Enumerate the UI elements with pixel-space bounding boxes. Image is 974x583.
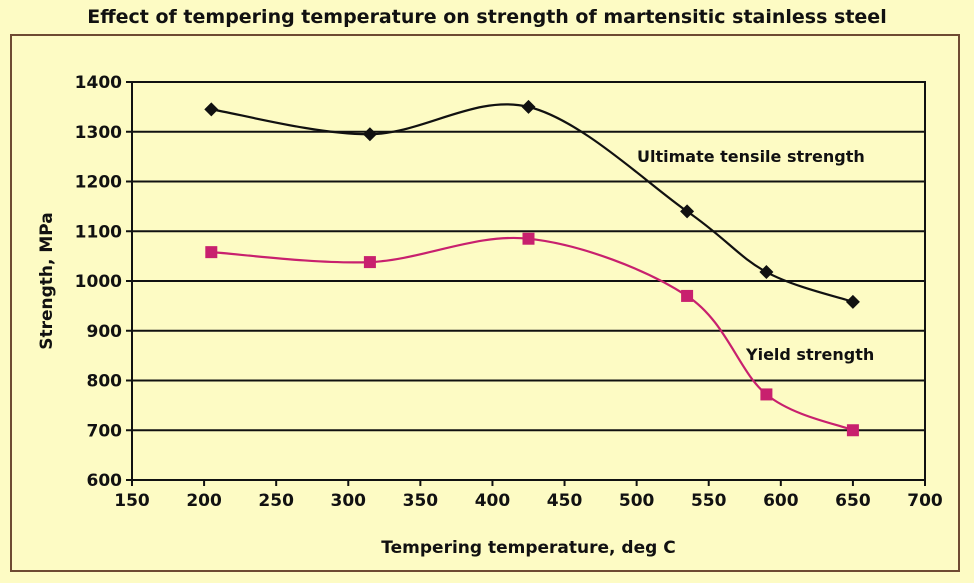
y-axis-title: Strength, MPa bbox=[37, 212, 57, 350]
point-ultimate-tensile-strength-650 bbox=[845, 294, 860, 309]
x-axis-title: Tempering temperature, deg C bbox=[381, 538, 675, 558]
y-tick-label-900: 900 bbox=[87, 322, 123, 342]
chart-frame bbox=[10, 34, 960, 572]
point-yield-strength-650 bbox=[846, 424, 859, 437]
x-tick-label-700: 700 bbox=[907, 491, 943, 511]
y-tick-label-1400: 1400 bbox=[75, 73, 122, 93]
x-tick-label-200: 200 bbox=[186, 491, 222, 511]
y-tick-label-1100: 1100 bbox=[75, 222, 122, 242]
point-yield-strength-535 bbox=[681, 289, 694, 302]
point-ultimate-tensile-strength-425 bbox=[521, 99, 536, 114]
x-tick-label-550: 550 bbox=[691, 491, 727, 511]
x-tick-label-400: 400 bbox=[475, 491, 511, 511]
point-yield-strength-315 bbox=[363, 256, 376, 269]
chart-title: Effect of tempering temperature on stren… bbox=[87, 6, 887, 28]
x-tick-label-350: 350 bbox=[403, 491, 439, 511]
point-yield-strength-425 bbox=[522, 232, 535, 245]
y-tick-label-1200: 1200 bbox=[75, 173, 122, 193]
y-tick-label-800: 800 bbox=[87, 372, 123, 392]
x-tick-label-600: 600 bbox=[763, 491, 799, 511]
series-label-ultimate-tensile-strength: Ultimate tensile strength bbox=[637, 147, 865, 166]
x-tick-label-250: 250 bbox=[258, 491, 294, 511]
y-tick-label-600: 600 bbox=[87, 471, 123, 491]
point-ultimate-tensile-strength-535 bbox=[680, 204, 695, 219]
x-tick-label-300: 300 bbox=[331, 491, 367, 511]
point-ultimate-tensile-strength-205 bbox=[204, 102, 219, 117]
point-yield-strength-205 bbox=[205, 246, 218, 259]
x-tick-label-450: 450 bbox=[547, 491, 583, 511]
y-tick-label-1000: 1000 bbox=[75, 272, 122, 292]
series-label-yield-strength: Yield strength bbox=[745, 345, 874, 364]
x-tick-label-150: 150 bbox=[114, 491, 150, 511]
series-line-ultimate-tensile-strength bbox=[211, 103, 854, 303]
x-tick-label-650: 650 bbox=[835, 491, 871, 511]
y-tick-label-700: 700 bbox=[87, 421, 123, 441]
y-tick-label-1300: 1300 bbox=[75, 123, 122, 143]
x-tick-label-500: 500 bbox=[619, 491, 655, 511]
point-yield-strength-590 bbox=[760, 388, 773, 401]
point-ultimate-tensile-strength-590 bbox=[759, 265, 774, 280]
point-ultimate-tensile-strength-315 bbox=[362, 127, 377, 142]
